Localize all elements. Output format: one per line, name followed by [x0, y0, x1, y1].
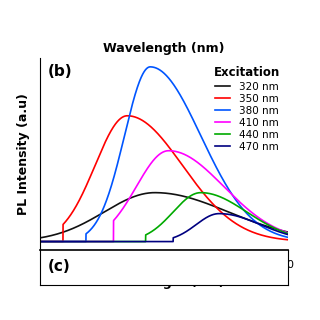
410 nm — [51, 240, 55, 244]
410 nm — [167, 149, 171, 153]
470 nm — [286, 233, 290, 236]
440 nm — [51, 240, 55, 244]
Line: 410 nm: 410 nm — [40, 151, 288, 242]
350 nm — [125, 114, 129, 118]
Text: Wavelength (nm): Wavelength (nm) — [103, 42, 225, 55]
320 nm — [51, 233, 55, 237]
320 nm — [279, 228, 283, 232]
Legend: 320 nm, 350 nm, 380 nm, 410 nm, 440 nm, 470 nm: 320 nm, 350 nm, 380 nm, 410 nm, 440 nm, … — [210, 63, 283, 155]
320 nm — [286, 230, 290, 234]
380 nm — [38, 240, 42, 244]
470 nm — [152, 240, 156, 244]
Line: 380 nm: 380 nm — [40, 67, 288, 242]
Line: 470 nm: 470 nm — [40, 214, 288, 242]
350 nm — [38, 240, 42, 244]
470 nm — [217, 212, 221, 216]
440 nm — [286, 232, 290, 236]
470 nm — [279, 230, 283, 234]
440 nm — [279, 229, 283, 233]
440 nm — [38, 240, 42, 244]
X-axis label: Wavelength (nm): Wavelength (nm) — [103, 276, 225, 289]
350 nm — [51, 240, 55, 244]
380 nm — [286, 236, 290, 239]
320 nm — [38, 236, 42, 240]
470 nm — [38, 240, 42, 244]
380 nm — [148, 65, 152, 69]
Y-axis label: PL Intensity (a.u): PL Intensity (a.u) — [17, 93, 29, 215]
410 nm — [279, 228, 283, 232]
320 nm — [153, 191, 157, 195]
440 nm — [159, 223, 163, 227]
410 nm — [159, 152, 163, 156]
380 nm — [279, 234, 283, 237]
Line: 440 nm: 440 nm — [40, 193, 288, 242]
Line: 320 nm: 320 nm — [40, 193, 288, 238]
470 nm — [279, 230, 283, 234]
470 nm — [234, 214, 237, 218]
320 nm — [152, 191, 156, 195]
Line: 350 nm: 350 nm — [40, 116, 288, 242]
440 nm — [279, 229, 283, 233]
410 nm — [38, 240, 42, 244]
380 nm — [234, 197, 237, 201]
470 nm — [51, 240, 55, 244]
410 nm — [234, 196, 237, 200]
470 nm — [159, 240, 163, 244]
380 nm — [51, 240, 55, 244]
440 nm — [199, 191, 203, 195]
350 nm — [279, 237, 283, 241]
320 nm — [234, 213, 237, 217]
350 nm — [152, 128, 156, 132]
410 nm — [279, 228, 283, 232]
350 nm — [286, 238, 290, 242]
380 nm — [279, 234, 283, 237]
440 nm — [152, 228, 156, 232]
350 nm — [279, 237, 283, 241]
410 nm — [152, 158, 156, 162]
380 nm — [159, 69, 163, 73]
350 nm — [159, 135, 163, 139]
Text: (c): (c) — [47, 259, 70, 274]
380 nm — [152, 66, 156, 69]
410 nm — [286, 231, 290, 235]
Text: (b): (b) — [47, 64, 72, 79]
440 nm — [234, 203, 237, 207]
320 nm — [279, 228, 283, 232]
350 nm — [234, 221, 237, 225]
320 nm — [159, 191, 163, 195]
